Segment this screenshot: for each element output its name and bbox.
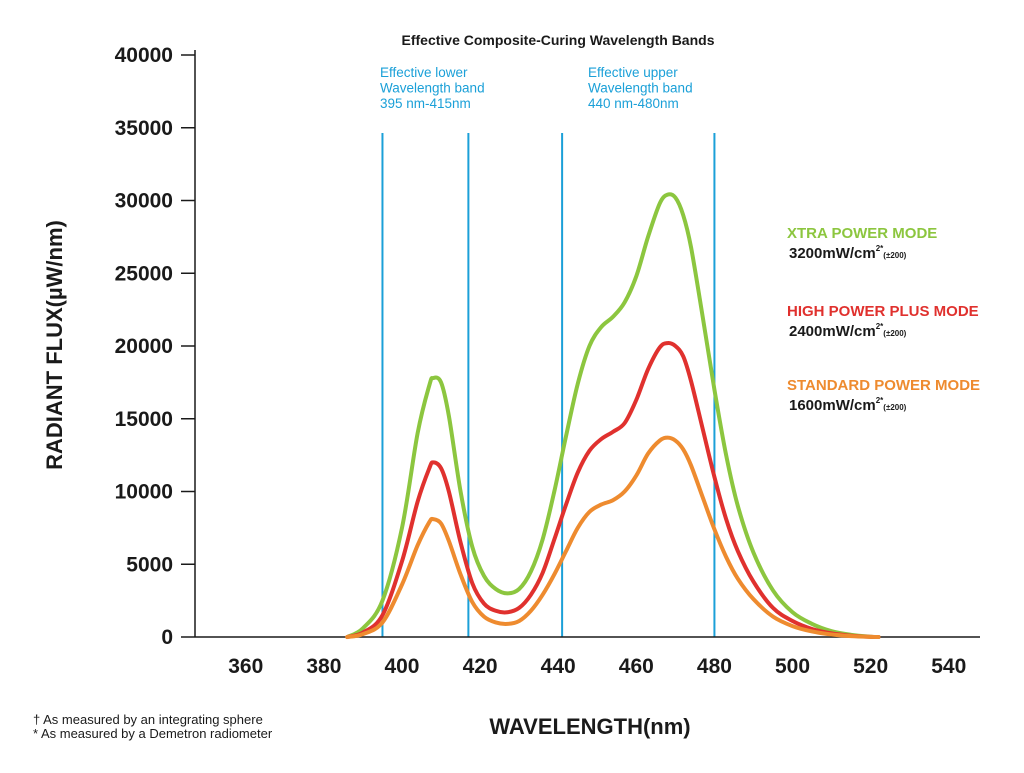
legend-series-tolerance: (±200) — [883, 329, 906, 338]
chart-title: Effective Composite-Curing Wavelength Ba… — [402, 32, 715, 48]
legend-series-name: XTRA POWER MODE — [787, 225, 937, 242]
y-axis: 0 5000 10000 15000 20000 25000 30000 35000 40000 — [115, 44, 196, 649]
x-tick-label: 480 — [697, 655, 732, 678]
band-label-line: 440 nm-480nm — [588, 96, 679, 111]
legend-series-value: 3200mW/cm2*(±200) — [789, 244, 907, 262]
band-label-line: Wavelength band — [588, 81, 693, 96]
x-axis-label: WAVELENGTH(nm) — [489, 714, 690, 739]
series-line — [345, 435, 881, 640]
x-tick-label: 460 — [619, 655, 654, 678]
legend: XTRA POWER MODE 3200mW/cm2*(±200) HIGH POW… — [787, 225, 980, 414]
x-tick-label: 540 — [931, 655, 966, 678]
y-tick-label: 25000 — [115, 262, 173, 285]
x-axis: 360 380 400 420 440 460 480 500 520 540 — [195, 636, 980, 678]
legend-series-sup: 2* — [876, 244, 884, 253]
legend-series-sup: 2* — [876, 396, 884, 405]
series-line — [345, 192, 881, 639]
footnotes: † As measured by an integrating sphere* … — [33, 712, 273, 741]
legend-series-name: STANDARD POWER MODE — [787, 377, 980, 394]
legend-series-tolerance: (±200) — [883, 251, 906, 260]
y-axis-label: RADIANT FLUX(µW/nm) — [42, 220, 67, 470]
legend-series-name: HIGH POWER PLUS MODE — [787, 303, 979, 320]
y-tick-label: 35000 — [115, 117, 173, 140]
band-label-line: 395 nm-415nm — [380, 96, 471, 111]
x-tick-label: 520 — [853, 655, 888, 678]
y-tick-label: 40000 — [115, 44, 173, 67]
series-line — [345, 341, 881, 640]
x-tick-label: 500 — [775, 655, 810, 678]
y-tick-label: 10000 — [115, 481, 173, 504]
y-tick-label: 15000 — [115, 408, 173, 431]
legend-series-value: 1600mW/cm2*(±200) — [789, 396, 907, 414]
band-label-line: Wavelength band — [380, 81, 485, 96]
legend-series-value: 2400mW/cm2*(±200) — [789, 322, 907, 340]
x-tick-label: 400 — [384, 655, 419, 678]
x-tick-label: 360 — [228, 655, 263, 678]
y-tick-label: 30000 — [115, 190, 173, 213]
y-tick-label: 5000 — [126, 553, 173, 576]
band-label-line: Effective lower — [380, 65, 468, 80]
x-tick-label: 440 — [541, 655, 576, 678]
series-lines — [345, 192, 881, 640]
footnote-line: † As measured by an integrating sphere — [33, 712, 263, 727]
band-label-line: Effective upper — [588, 65, 678, 80]
x-tick-label: 420 — [463, 655, 498, 678]
y-tick-label: 20000 — [115, 335, 173, 358]
legend-series-sup: 2* — [876, 322, 884, 331]
x-tick-label: 380 — [306, 655, 341, 678]
legend-series-tolerance: (±200) — [883, 403, 906, 412]
y-tick-label: 0 — [161, 626, 173, 649]
footnote-line: * As measured by a Demetron radiometer — [33, 726, 273, 741]
